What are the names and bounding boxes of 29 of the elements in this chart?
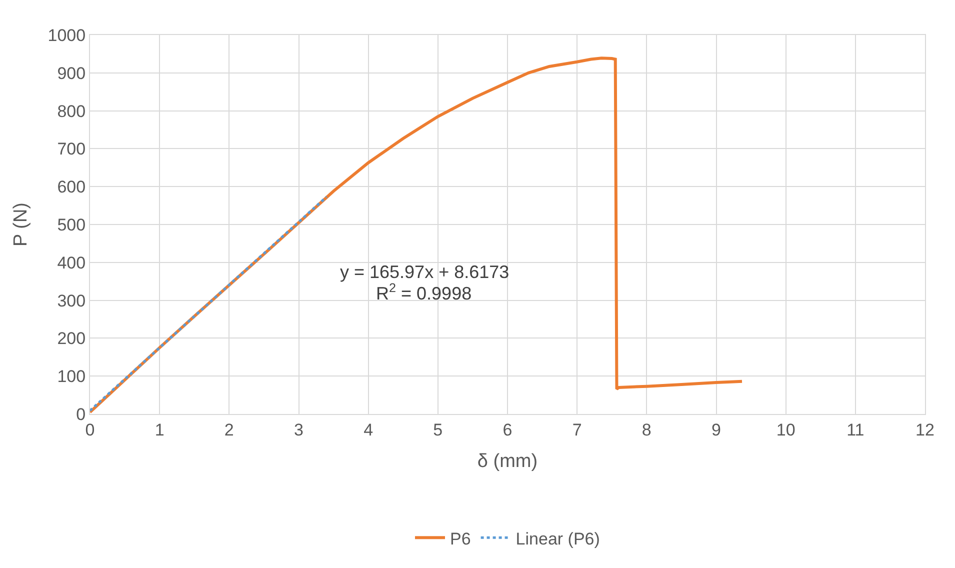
- y-tick-label: 600: [57, 178, 86, 197]
- y-tick-label: 1000: [48, 26, 86, 45]
- x-tick-label: 7: [572, 420, 582, 440]
- y-tick-label: 500: [57, 215, 86, 234]
- x-tick-label: 3: [294, 420, 304, 440]
- x-tick-label: 12: [916, 420, 934, 440]
- x-tick-label: 10: [776, 420, 796, 440]
- y-tick-label: 900: [57, 64, 86, 83]
- x-tick-label: 5: [433, 420, 443, 440]
- legend-label: P6: [450, 529, 471, 548]
- legend-label: Linear (P6): [516, 529, 600, 548]
- y-axis-title: P (N): [10, 202, 32, 246]
- annotation: R$^{2}$ = 0.9998: [376, 281, 472, 304]
- y-tick-label: 0: [76, 404, 86, 424]
- x-tick-label: 8: [642, 420, 652, 440]
- x-tick-label: 4: [364, 420, 374, 440]
- y-tick-label: 100: [57, 367, 86, 386]
- x-tick-label: 11: [846, 420, 864, 440]
- x-tick-label: 6: [502, 420, 512, 440]
- y-tick-label: 800: [57, 102, 86, 121]
- y-tick-label: 700: [57, 140, 86, 159]
- y-tick-label: 300: [57, 291, 86, 310]
- x-tick-label: 2: [224, 420, 234, 440]
- x-tick-label: 9: [712, 420, 721, 440]
- y-tick-label: 200: [57, 329, 86, 348]
- x-tick-label: 1: [154, 420, 164, 440]
- x-axis-title: δ (mm): [477, 451, 538, 472]
- y-tick-label: 400: [57, 253, 86, 272]
- annotation: y = 165.97x + 8.6173: [340, 262, 510, 282]
